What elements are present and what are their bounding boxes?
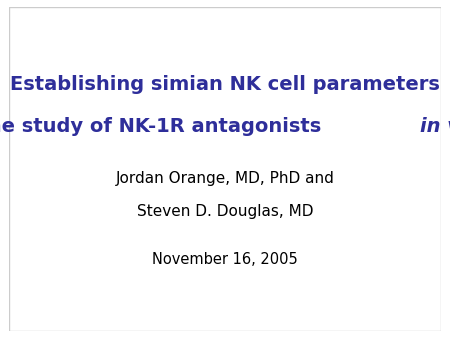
Text: Jordan Orange, MD, PhD and: Jordan Orange, MD, PhD and [116,171,334,186]
Text: November 16, 2005: November 16, 2005 [152,252,298,267]
Text: Steven D. Douglas, MD: Steven D. Douglas, MD [137,204,313,219]
Text: Establishing simian NK cell parameters: Establishing simian NK cell parameters [10,75,440,94]
Text: for the study of NK-1R antagonists: for the study of NK-1R antagonists [0,117,328,136]
Text: in vivo: in vivo [420,117,450,136]
